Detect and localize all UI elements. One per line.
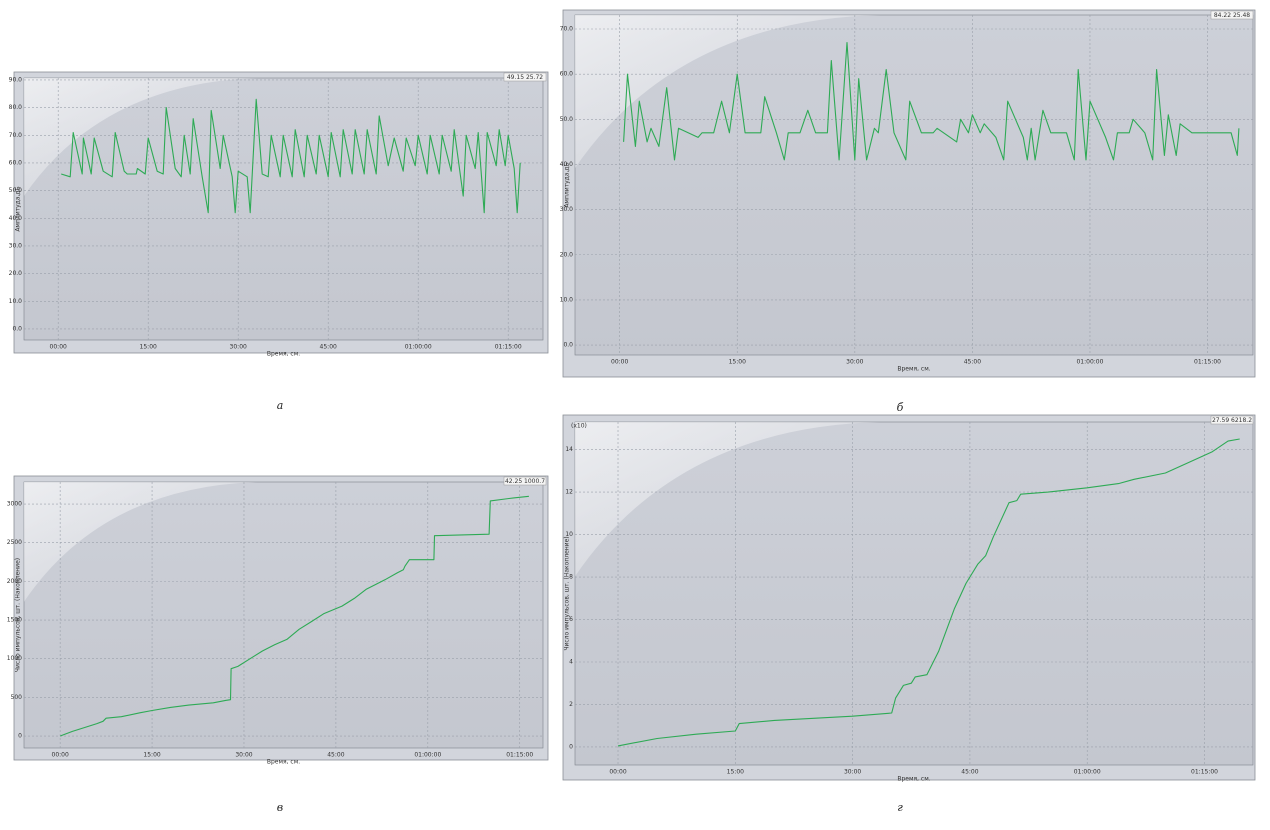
x-tick-label: 01:15:00 xyxy=(1194,359,1221,366)
y-tick-label: 2500 xyxy=(7,539,22,546)
x-tick-label: 15:00 xyxy=(729,359,746,366)
x-tick-label: 01:00:00 xyxy=(414,752,441,759)
y-tick-label: 0.0 xyxy=(12,325,22,332)
y-tick-label: 40.0 xyxy=(560,161,574,168)
panel-label: а xyxy=(277,399,284,412)
y-tick-label: 500 xyxy=(11,694,23,701)
y-tick-label: 60.0 xyxy=(560,71,574,78)
x-tick-label: 45:00 xyxy=(327,752,344,759)
x-tick-label: 01:00:00 xyxy=(1074,769,1101,776)
y-tick-label: 12 xyxy=(565,489,573,496)
x-axis-label: Время, см. xyxy=(897,776,930,783)
x-axis-label: Время, см. xyxy=(267,759,300,766)
x-tick-label: 01:00:00 xyxy=(1076,359,1103,366)
x-tick-label: 00:00 xyxy=(609,769,626,776)
x-tick-label: 30:00 xyxy=(235,752,252,759)
plot-area xyxy=(23,77,544,341)
data-line xyxy=(60,495,529,737)
x-axis-label: Время, см. xyxy=(267,351,300,358)
y-tick-label: 30.0 xyxy=(560,206,574,213)
corner-text: 27.59 6218.2 xyxy=(1212,417,1252,424)
y-tick-label: 10.0 xyxy=(560,296,574,303)
y-tick-label: 0.0 xyxy=(563,342,573,349)
y-tick-label: 14 xyxy=(565,446,573,453)
x-tick-label: 00:00 xyxy=(52,752,69,759)
data-line xyxy=(617,438,1240,747)
y-tick-label: 8 xyxy=(569,574,573,581)
data-line xyxy=(61,98,521,214)
y-tick-label: 50.0 xyxy=(9,187,23,194)
corner-text: 42.25 1000.7 xyxy=(505,478,545,485)
x-tick-label: 15:00 xyxy=(143,752,160,759)
highlight xyxy=(575,15,881,168)
data-line xyxy=(623,41,1240,161)
axis-multiplier: (x10) xyxy=(571,423,587,430)
x-axis-label: Время, см. xyxy=(897,366,930,373)
corner-box xyxy=(503,72,547,82)
y-tick-label: 40.0 xyxy=(9,215,23,222)
y-tick-label: 70.0 xyxy=(560,25,574,32)
corner-text: 84.22 25.48 xyxy=(1214,12,1250,19)
y-tick-label: 2000 xyxy=(7,578,22,585)
x-tick-label: 00:00 xyxy=(611,359,628,366)
y-axis-label: Число импульсов, шт. (Накопление) xyxy=(564,536,571,650)
y-axis-label: Амплитуда,дБ xyxy=(564,162,571,207)
y-tick-label: 20.0 xyxy=(9,270,23,277)
y-tick-label: 0 xyxy=(569,743,573,750)
corner-box xyxy=(1210,415,1254,425)
x-tick-label: 45:00 xyxy=(964,359,981,366)
plot-area xyxy=(23,481,544,749)
x-tick-label: 01:15:00 xyxy=(495,344,522,351)
x-tick-label: 01:15:00 xyxy=(506,752,533,759)
highlight xyxy=(24,78,258,196)
x-tick-label: 15:00 xyxy=(727,769,744,776)
y-axis-label: Число импульсов, шт. (Накопление) xyxy=(15,558,22,672)
y-tick-label: 1000 xyxy=(7,655,22,662)
panel-label: б xyxy=(897,401,904,414)
y-tick-label: 6 xyxy=(569,616,573,623)
x-tick-label: 45:00 xyxy=(320,344,337,351)
x-tick-label: 30:00 xyxy=(844,769,861,776)
y-tick-label: 90.0 xyxy=(9,76,23,83)
corner-text: 49.15 25.72 xyxy=(507,74,543,81)
y-tick-label: 2 xyxy=(569,701,573,708)
x-tick-label: 15:00 xyxy=(140,344,157,351)
y-tick-label: 10 xyxy=(565,531,573,538)
y-tick-label: 30.0 xyxy=(9,242,23,249)
plot-area xyxy=(574,14,1254,356)
y-tick-label: 10.0 xyxy=(9,298,23,305)
y-tick-label: 50.0 xyxy=(560,116,574,123)
x-tick-label: 01:00:00 xyxy=(405,344,432,351)
corner-box xyxy=(503,476,547,486)
y-tick-label: 60.0 xyxy=(9,159,23,166)
plot-area xyxy=(574,421,1254,766)
y-tick-label: 4 xyxy=(569,658,573,665)
y-tick-label: 0 xyxy=(18,733,22,740)
y-tick-label: 70.0 xyxy=(9,132,23,139)
y-tick-label: 1500 xyxy=(7,617,22,624)
panel-label: г xyxy=(897,801,903,814)
y-axis-label: Амплитуда,дБ xyxy=(15,186,22,231)
highlight xyxy=(575,422,881,577)
x-tick-label: 00:00 xyxy=(50,344,67,351)
panel-label: в xyxy=(277,801,283,814)
x-tick-label: 01:15:00 xyxy=(1191,769,1218,776)
y-tick-label: 20.0 xyxy=(560,251,574,258)
corner-box xyxy=(1210,10,1254,20)
y-tick-label: 80.0 xyxy=(9,104,23,111)
y-tick-label: 3000 xyxy=(7,501,22,508)
x-tick-label: 30:00 xyxy=(230,344,247,351)
x-tick-label: 30:00 xyxy=(846,359,863,366)
x-tick-label: 45:00 xyxy=(961,769,978,776)
highlight xyxy=(24,482,258,602)
